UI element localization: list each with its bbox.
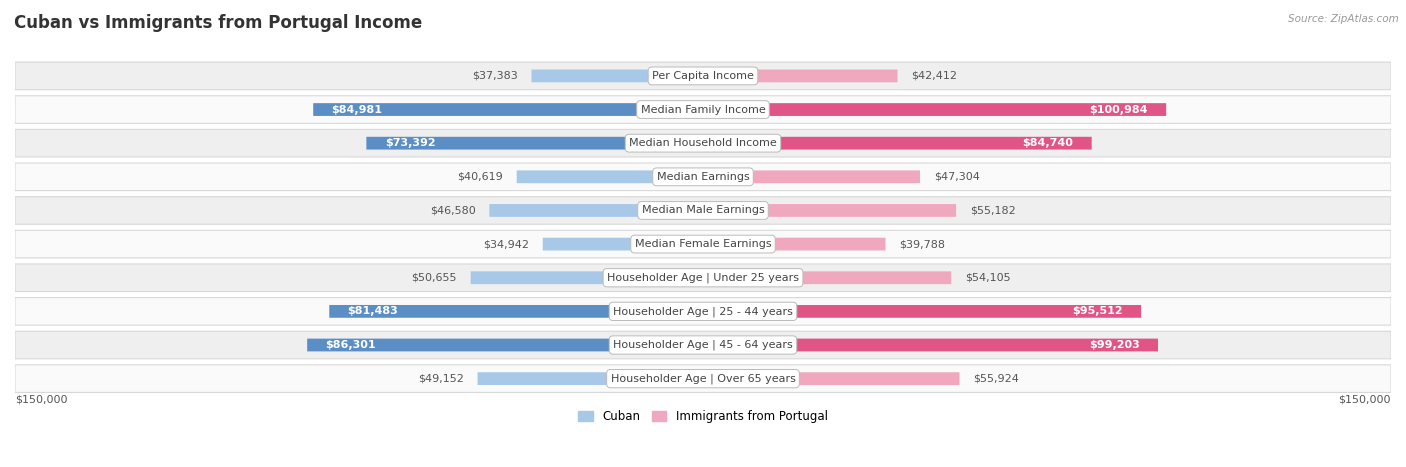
FancyBboxPatch shape bbox=[15, 163, 1391, 191]
Text: Householder Age | 25 - 44 years: Householder Age | 25 - 44 years bbox=[613, 306, 793, 317]
FancyBboxPatch shape bbox=[516, 170, 703, 183]
FancyBboxPatch shape bbox=[15, 331, 1391, 359]
FancyBboxPatch shape bbox=[703, 339, 1159, 351]
FancyBboxPatch shape bbox=[703, 204, 956, 217]
Legend: Cuban, Immigrants from Portugal: Cuban, Immigrants from Portugal bbox=[574, 405, 832, 428]
FancyBboxPatch shape bbox=[15, 365, 1391, 392]
Text: $39,788: $39,788 bbox=[900, 239, 945, 249]
Text: $150,000: $150,000 bbox=[1339, 395, 1391, 404]
Text: Median Male Earnings: Median Male Earnings bbox=[641, 205, 765, 215]
Text: Source: ZipAtlas.com: Source: ZipAtlas.com bbox=[1288, 14, 1399, 24]
Text: Median Household Income: Median Household Income bbox=[628, 138, 778, 148]
Text: Cuban vs Immigrants from Portugal Income: Cuban vs Immigrants from Portugal Income bbox=[14, 14, 422, 32]
Text: $73,392: $73,392 bbox=[385, 138, 436, 148]
Text: Householder Age | Under 25 years: Householder Age | Under 25 years bbox=[607, 272, 799, 283]
FancyBboxPatch shape bbox=[703, 271, 952, 284]
FancyBboxPatch shape bbox=[307, 339, 703, 351]
FancyBboxPatch shape bbox=[489, 204, 703, 217]
FancyBboxPatch shape bbox=[329, 305, 703, 318]
FancyBboxPatch shape bbox=[15, 96, 1391, 123]
FancyBboxPatch shape bbox=[471, 271, 703, 284]
FancyBboxPatch shape bbox=[703, 170, 920, 183]
Text: $150,000: $150,000 bbox=[15, 395, 67, 404]
Text: $55,924: $55,924 bbox=[973, 374, 1019, 384]
Text: $99,203: $99,203 bbox=[1088, 340, 1140, 350]
FancyBboxPatch shape bbox=[703, 103, 1166, 116]
FancyBboxPatch shape bbox=[367, 137, 703, 149]
FancyBboxPatch shape bbox=[314, 103, 703, 116]
Text: $54,105: $54,105 bbox=[965, 273, 1011, 283]
Text: $55,182: $55,182 bbox=[970, 205, 1015, 215]
FancyBboxPatch shape bbox=[478, 372, 703, 385]
FancyBboxPatch shape bbox=[703, 305, 1142, 318]
FancyBboxPatch shape bbox=[15, 230, 1391, 258]
Text: $49,152: $49,152 bbox=[418, 374, 464, 384]
FancyBboxPatch shape bbox=[15, 197, 1391, 224]
Text: $81,483: $81,483 bbox=[347, 306, 398, 316]
Text: Per Capita Income: Per Capita Income bbox=[652, 71, 754, 81]
FancyBboxPatch shape bbox=[15, 297, 1391, 325]
Text: $84,740: $84,740 bbox=[1022, 138, 1073, 148]
FancyBboxPatch shape bbox=[703, 372, 959, 385]
Text: Median Female Earnings: Median Female Earnings bbox=[634, 239, 772, 249]
Text: $86,301: $86,301 bbox=[326, 340, 377, 350]
Text: Median Earnings: Median Earnings bbox=[657, 172, 749, 182]
FancyBboxPatch shape bbox=[15, 264, 1391, 291]
FancyBboxPatch shape bbox=[543, 238, 703, 250]
Text: $47,304: $47,304 bbox=[934, 172, 980, 182]
Text: Median Family Income: Median Family Income bbox=[641, 105, 765, 114]
Text: $50,655: $50,655 bbox=[412, 273, 457, 283]
FancyBboxPatch shape bbox=[703, 70, 897, 82]
Text: Householder Age | Over 65 years: Householder Age | Over 65 years bbox=[610, 374, 796, 384]
Text: $46,580: $46,580 bbox=[430, 205, 475, 215]
Text: $42,412: $42,412 bbox=[911, 71, 957, 81]
Text: $37,383: $37,383 bbox=[472, 71, 517, 81]
FancyBboxPatch shape bbox=[15, 62, 1391, 90]
FancyBboxPatch shape bbox=[703, 137, 1091, 149]
Text: $95,512: $95,512 bbox=[1073, 306, 1123, 316]
Text: $34,942: $34,942 bbox=[484, 239, 529, 249]
Text: $40,619: $40,619 bbox=[457, 172, 503, 182]
Text: $84,981: $84,981 bbox=[332, 105, 382, 114]
Text: $100,984: $100,984 bbox=[1090, 105, 1147, 114]
Text: Householder Age | 45 - 64 years: Householder Age | 45 - 64 years bbox=[613, 340, 793, 350]
FancyBboxPatch shape bbox=[15, 129, 1391, 157]
FancyBboxPatch shape bbox=[703, 238, 886, 250]
FancyBboxPatch shape bbox=[531, 70, 703, 82]
